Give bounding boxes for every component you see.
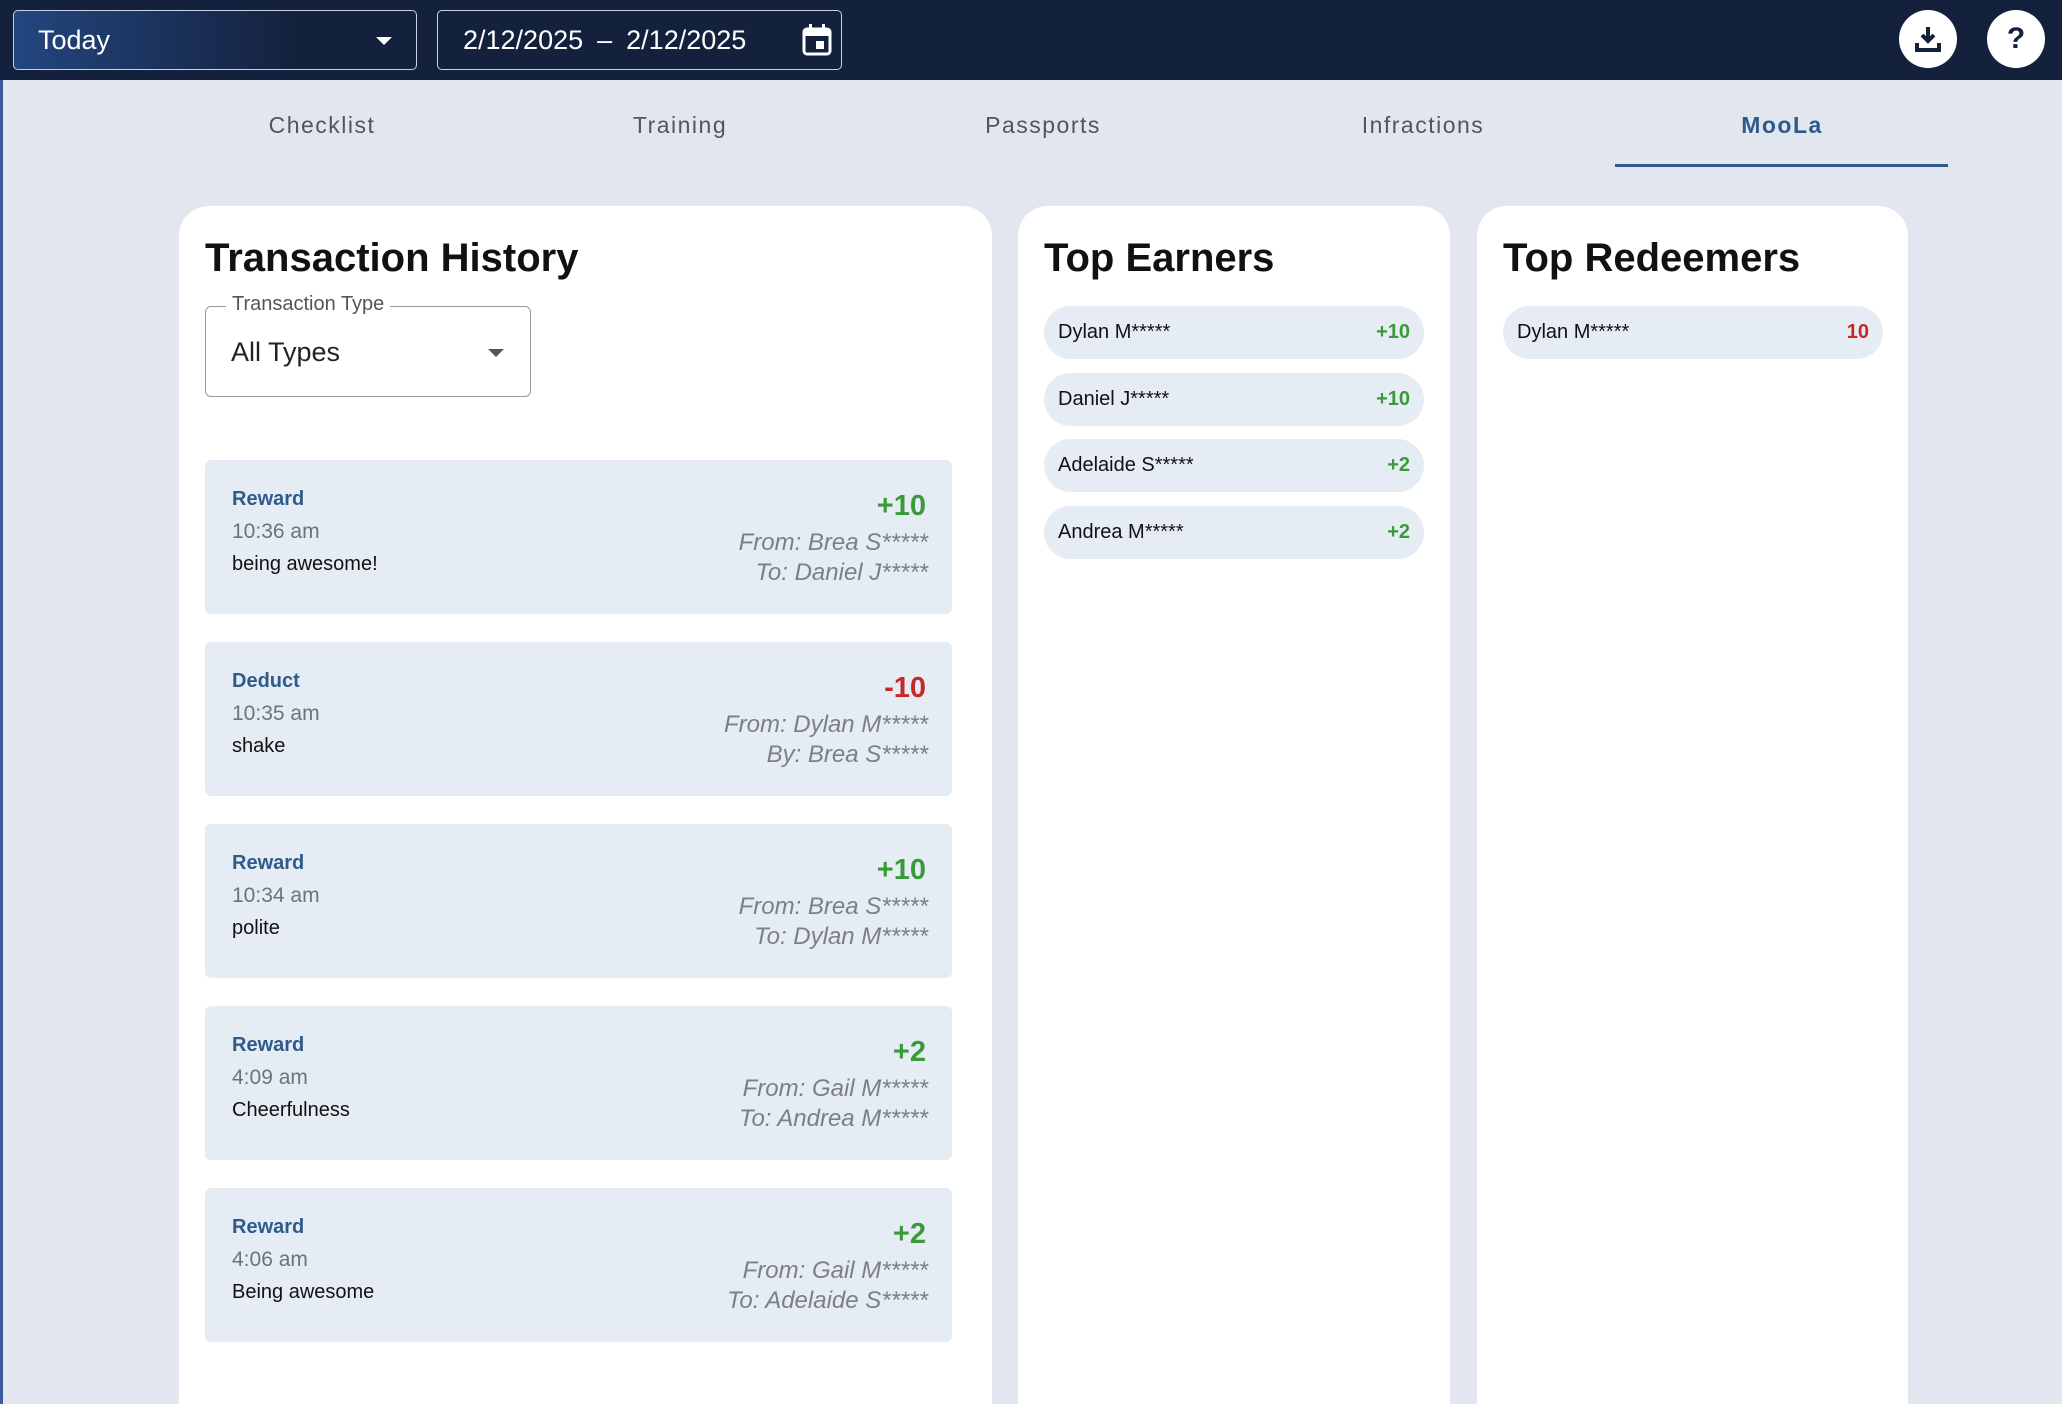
- tab[interactable]: Training: [632, 112, 728, 138]
- transaction-amount: +2: [892, 1036, 926, 1068]
- transaction-type: Reward: [232, 488, 305, 510]
- date-start: 2/12/2025: [463, 24, 584, 55]
- calendar-icon: [802, 24, 832, 56]
- transaction-amount: +2: [892, 1218, 926, 1250]
- leaderboard-row: Adelaide S***** +2: [1044, 439, 1424, 492]
- date-end: 2/12/2025: [626, 24, 747, 55]
- tab[interactable]: Infractions: [1361, 112, 1485, 138]
- person-name: Daniel J*****: [1058, 387, 1170, 410]
- download-button[interactable]: [1899, 10, 1957, 68]
- transaction-amount: +10: [876, 854, 926, 886]
- transaction-note: polite: [232, 917, 280, 939]
- tab[interactable]: Checklist: [268, 112, 376, 138]
- leaderboard-row: Daniel J***** +10: [1044, 372, 1424, 426]
- range-select[interactable]: Today: [13, 10, 417, 70]
- transaction-amount: -10: [884, 672, 926, 704]
- transaction-to: To: Dylan M*****: [754, 923, 928, 950]
- transaction-note: being awesome!: [232, 553, 378, 575]
- dropdown-arrow: [376, 37, 392, 45]
- person-name: Dylan M*****: [1058, 321, 1171, 343]
- points: +10: [1376, 387, 1410, 410]
- person-name: Adelaide S*****: [1058, 454, 1194, 476]
- transaction-amount: +10: [876, 490, 926, 522]
- range-value: Today: [38, 24, 111, 55]
- date-range[interactable]: 2/12/2025 – 2/12/2025: [437, 10, 842, 70]
- transaction-item: Reward 4:06 am Being awesome +2 From: Gail M…: [205, 1188, 952, 1342]
- transaction-to: To: Adelaide S*****: [726, 1287, 928, 1314]
- filter-value: All Types: [231, 337, 341, 367]
- transaction-from: From: Gail M*****: [742, 1257, 928, 1284]
- transaction-type: Reward: [232, 852, 305, 874]
- transaction-time: 4:09 am: [232, 1066, 308, 1089]
- filter-label: Transaction Type: [226, 293, 391, 316]
- points: +2: [1387, 520, 1410, 543]
- dropdown-arrow: [488, 349, 504, 357]
- history-title: Transaction History: [205, 236, 579, 280]
- transaction-from: From: Gail M*****: [742, 1075, 928, 1102]
- transaction-from: From: Brea S*****: [738, 893, 928, 920]
- redeemers-card: [1477, 206, 1908, 1404]
- transaction-note: Being awesome: [232, 1281, 375, 1303]
- transaction-type: Reward: [232, 1034, 305, 1056]
- transaction-from: From: Brea S*****: [738, 529, 928, 556]
- points: 10: [1846, 321, 1869, 343]
- transaction-to: To: Daniel J*****: [755, 559, 928, 586]
- help-button[interactable]: ?: [1987, 10, 2045, 68]
- side-edge: [0, 80, 3, 1404]
- transaction-item: Reward 10:34 am polite +10 From: Brea S*****…: [205, 824, 952, 978]
- top-bar: Today 2/12/2025 – 2/12/2025 ?: [0, 0, 2062, 80]
- person-name: Dylan M*****: [1517, 321, 1630, 343]
- leaderboard-row: Andrea M***** +2: [1044, 505, 1424, 559]
- transaction-note: Cheerfulness: [232, 1099, 350, 1121]
- transaction-type: Deduct: [232, 670, 300, 692]
- redeemers-title: Top Redeemers: [1503, 236, 1801, 280]
- type-filter[interactable]: Transaction Type All Types: [205, 293, 531, 397]
- leaderboard-row: Dylan M***** 10: [1503, 306, 1883, 359]
- transaction-type: Reward: [232, 1216, 305, 1238]
- points: +10: [1376, 321, 1410, 343]
- transaction-to: To: Andrea M*****: [739, 1105, 928, 1132]
- transaction-time: 10:34 am: [232, 884, 320, 907]
- tab[interactable]: MooLa: [1741, 112, 1823, 138]
- transaction-time: 10:36 am: [232, 520, 320, 543]
- transaction-item: Reward 4:09 am Cheerfulness +2 From: Gail M*…: [205, 1006, 952, 1160]
- person-name: Andrea M*****: [1058, 520, 1184, 543]
- transaction-from: From: Dylan M*****: [723, 711, 928, 738]
- points: +2: [1387, 454, 1410, 476]
- tab[interactable]: Passports: [985, 112, 1101, 138]
- date-separator: –: [597, 24, 613, 55]
- tab-indicator: [1615, 164, 1948, 167]
- transaction-item: Deduct 10:35 am shake -10 From: Dylan M*****…: [205, 642, 952, 796]
- transaction-note: shake: [232, 735, 286, 757]
- help-label: ?: [2006, 22, 2026, 55]
- transaction-to: By: Brea S*****: [766, 741, 928, 768]
- download-icon: [1915, 27, 1941, 52]
- leaderboard-row: Dylan M***** +10: [1044, 306, 1424, 359]
- earners-title: Top Earners: [1044, 236, 1275, 280]
- transaction-time: 10:35 am: [232, 702, 320, 725]
- transaction-time: 4:06 am: [232, 1248, 308, 1271]
- transaction-item: Reward 10:36 am being awesome! +10 From: Bre…: [205, 460, 952, 614]
